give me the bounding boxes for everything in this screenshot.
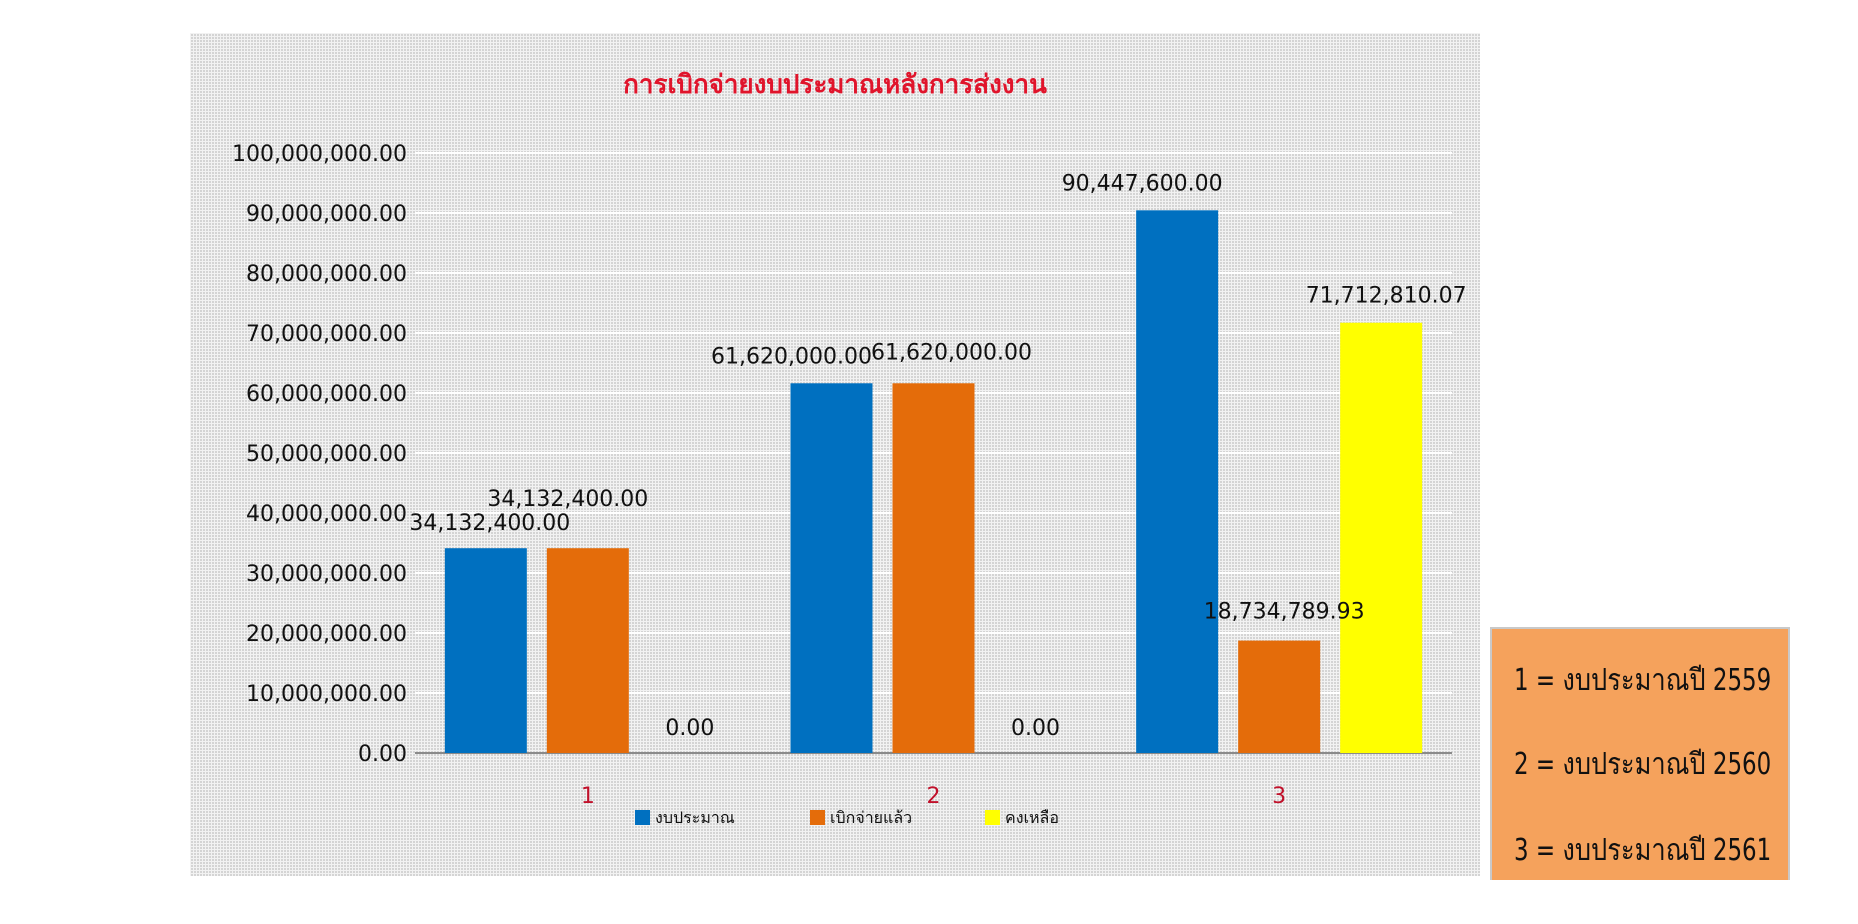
y-tick-label: 30,000,000.00 [246,562,407,587]
data-label: 61,620,000.00 [711,344,872,369]
chart-title: การเบิกจ่ายงบประมาณหลังการส่งงาน [623,70,1047,100]
y-tick-label: 100,000,000.00 [232,142,407,167]
legend-label: เบิกจ่ายแล้ว [830,808,912,827]
legend-swatch [635,810,650,825]
bar [444,548,527,753]
data-label: 18,734,789.93 [1204,600,1365,625]
data-label: 61,620,000.00 [871,340,1032,365]
data-label: 34,132,400.00 [409,511,570,536]
data-label: 71,712,810.07 [1306,284,1467,309]
y-tick-label: 0.00 [358,742,407,767]
bar [1238,640,1321,753]
bar [790,383,873,753]
legend-label: งบประมาณ [655,808,735,827]
budget-bar-chart: การเบิกจ่ายงบประมาณหลังการส่งงาน 0.00 10,… [232,70,1467,827]
y-tick-label: 20,000,000.00 [246,622,407,647]
y-tick-label: 60,000,000.00 [246,382,407,407]
x-tick-label: 3 [1272,784,1286,809]
bar [1136,210,1219,754]
x-tick-label: 1 [581,784,595,809]
y-tick-label: 40,000,000.00 [246,502,407,527]
note-line-3: 3 = งบประมาณปี 2561 [1514,833,1772,868]
note-line-2: 2 = งบประมาณปี 2560 [1514,747,1772,782]
y-tick-label: 10,000,000.00 [246,682,407,707]
legend-label: คงเหลือ [1005,808,1059,827]
note-line-1: 1 = งบประมาณปี 2559 [1514,663,1772,698]
legend-swatch [810,810,825,825]
data-label: 0.00 [665,716,714,741]
y-tick-label: 80,000,000.00 [246,262,407,287]
y-tick-label: 70,000,000.00 [246,322,407,347]
y-tick-label: 50,000,000.00 [246,442,407,467]
data-label: 0.00 [1011,716,1060,741]
bar [1340,322,1423,753]
data-label: 34,132,400.00 [487,487,648,512]
bar [892,383,975,753]
year-legend-note: 1 = งบประมาณปี 2559 2 = งบประมาณปี 2560 … [1490,627,1790,880]
legend-swatch [985,810,1000,825]
x-tick-label: 2 [927,784,941,809]
y-tick-label: 90,000,000.00 [246,202,407,227]
data-label: 90,447,600.00 [1062,171,1223,196]
bar [546,548,629,753]
